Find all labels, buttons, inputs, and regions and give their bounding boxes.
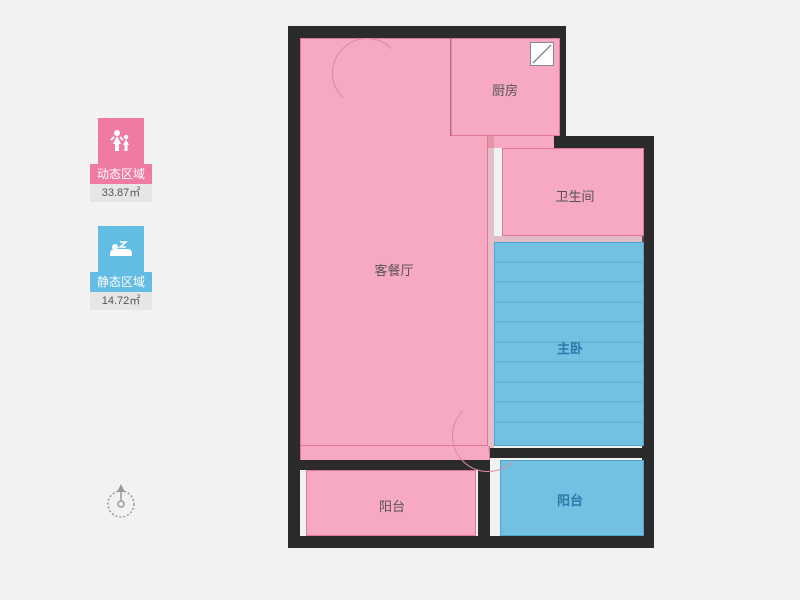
wall-outer: [288, 536, 494, 548]
wall-inner: [488, 136, 494, 452]
sleep-icon: [98, 226, 144, 272]
wall-outer: [288, 26, 300, 546]
wall-inner: [490, 448, 650, 458]
room-bedroom: [494, 242, 644, 446]
wall-inner: [300, 460, 490, 470]
wall-inner: [494, 236, 644, 242]
canvas: 动态区域 33.87㎡ 静态区域 14.72㎡: [0, 0, 800, 600]
window-icon: [530, 42, 554, 66]
legend-dynamic: 动态区域 33.87㎡: [90, 118, 152, 202]
wall-outer: [288, 26, 566, 38]
compass-icon: [100, 480, 142, 522]
room-bathroom: [502, 148, 644, 236]
wall-outer: [488, 536, 654, 548]
wall-thin: [450, 38, 452, 136]
room-balcony-left: [306, 470, 476, 536]
legend-dynamic-title: 动态区域: [90, 164, 152, 184]
room-balcony-right: [500, 460, 644, 536]
floor-plan: 厨房 卫生间 客餐厅 主卧 阳台 阳台: [282, 20, 662, 552]
room-corridor: [488, 136, 554, 148]
legend-dynamic-value: 33.87㎡: [90, 184, 152, 202]
legend-static-value: 14.72㎡: [90, 292, 152, 310]
people-icon: [98, 118, 144, 164]
legend-static: 静态区域 14.72㎡: [90, 226, 152, 310]
legend: 动态区域 33.87㎡ 静态区域 14.72㎡: [90, 118, 152, 334]
wall-outer: [554, 136, 654, 148]
legend-static-title: 静态区域: [90, 272, 152, 292]
